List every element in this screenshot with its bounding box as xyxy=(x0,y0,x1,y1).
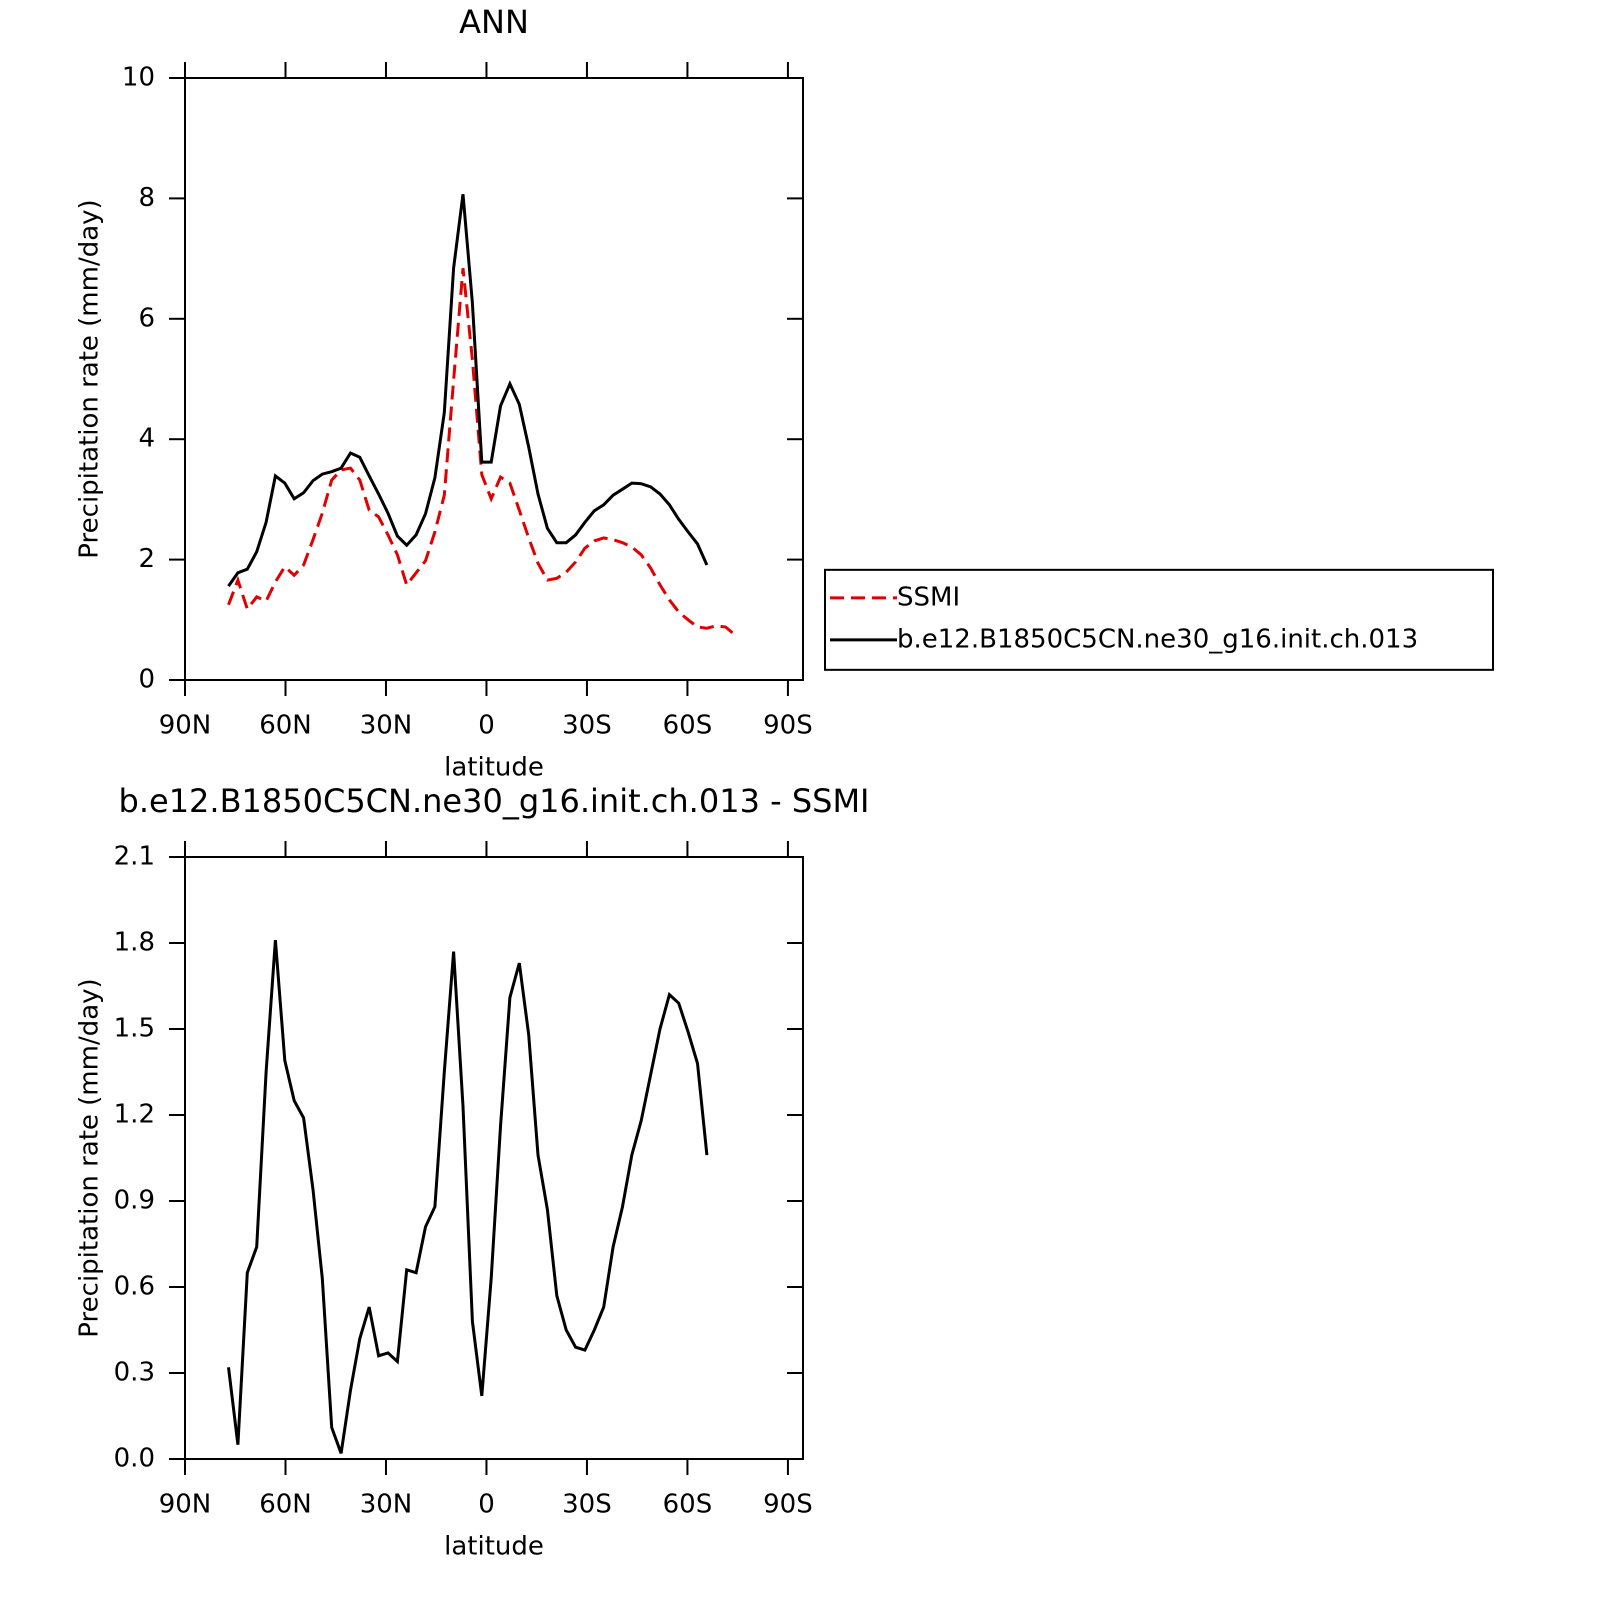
x-tick-label: 60N xyxy=(259,711,312,741)
legend-label: b.e12.B1850C5CN.ne30_g16.init.ch.013 xyxy=(897,624,1418,654)
legend-label: SSMI xyxy=(897,582,960,612)
y-tick-label: 2.1 xyxy=(114,842,155,872)
y-tick-label: 1.8 xyxy=(114,928,155,958)
y-tick-label: 10 xyxy=(122,63,155,93)
x-tick-label: 0 xyxy=(478,711,495,741)
legend-box xyxy=(824,568,1494,671)
y-tick-label: 0.3 xyxy=(114,1358,155,1388)
y-tick-label: 1.5 xyxy=(114,1014,155,1044)
series-line xyxy=(227,939,709,1454)
x-axis-label: latitude xyxy=(444,1532,544,1562)
y-tick-label: 4 xyxy=(138,424,155,454)
x-tick-label: 90S xyxy=(763,711,813,741)
x-tick-label: 0 xyxy=(478,1490,495,1520)
x-tick-label: 90S xyxy=(763,1490,813,1520)
series-line xyxy=(227,194,709,587)
y-axis-label: Precipitation rate (mm/day) xyxy=(75,199,105,558)
plot-frame xyxy=(184,77,804,681)
x-axis-label: latitude xyxy=(444,753,544,783)
y-tick-label: 8 xyxy=(138,183,155,213)
y-tick-label: 0 xyxy=(138,665,155,695)
y-tick-label: 0.0 xyxy=(114,1444,155,1474)
y-tick-label: 2 xyxy=(138,544,155,574)
x-tick-label: 30S xyxy=(562,711,612,741)
x-tick-label: 90N xyxy=(159,1490,212,1520)
chart-title: ANN xyxy=(459,3,529,41)
x-tick-label: 30N xyxy=(360,1490,413,1520)
x-tick-label: 30N xyxy=(360,711,413,741)
chart-title: b.e12.B1850C5CN.ne30_g16.init.ch.013 - S… xyxy=(119,782,870,820)
x-tick-label: 60S xyxy=(663,1490,713,1520)
x-tick-label: 60S xyxy=(663,711,713,741)
x-tick-label: 30S xyxy=(562,1490,612,1520)
x-tick-label: 60N xyxy=(259,1490,312,1520)
y-tick-label: 0.6 xyxy=(114,1272,155,1302)
x-tick-label: 90N xyxy=(159,711,212,741)
y-tick-label: 0.9 xyxy=(114,1186,155,1216)
y-axis-label: Precipitation rate (mm/day) xyxy=(75,978,105,1337)
y-tick-label: 1.2 xyxy=(114,1100,155,1130)
plot-frame xyxy=(184,856,804,1460)
y-tick-label: 6 xyxy=(138,303,155,333)
series-line xyxy=(227,268,736,637)
